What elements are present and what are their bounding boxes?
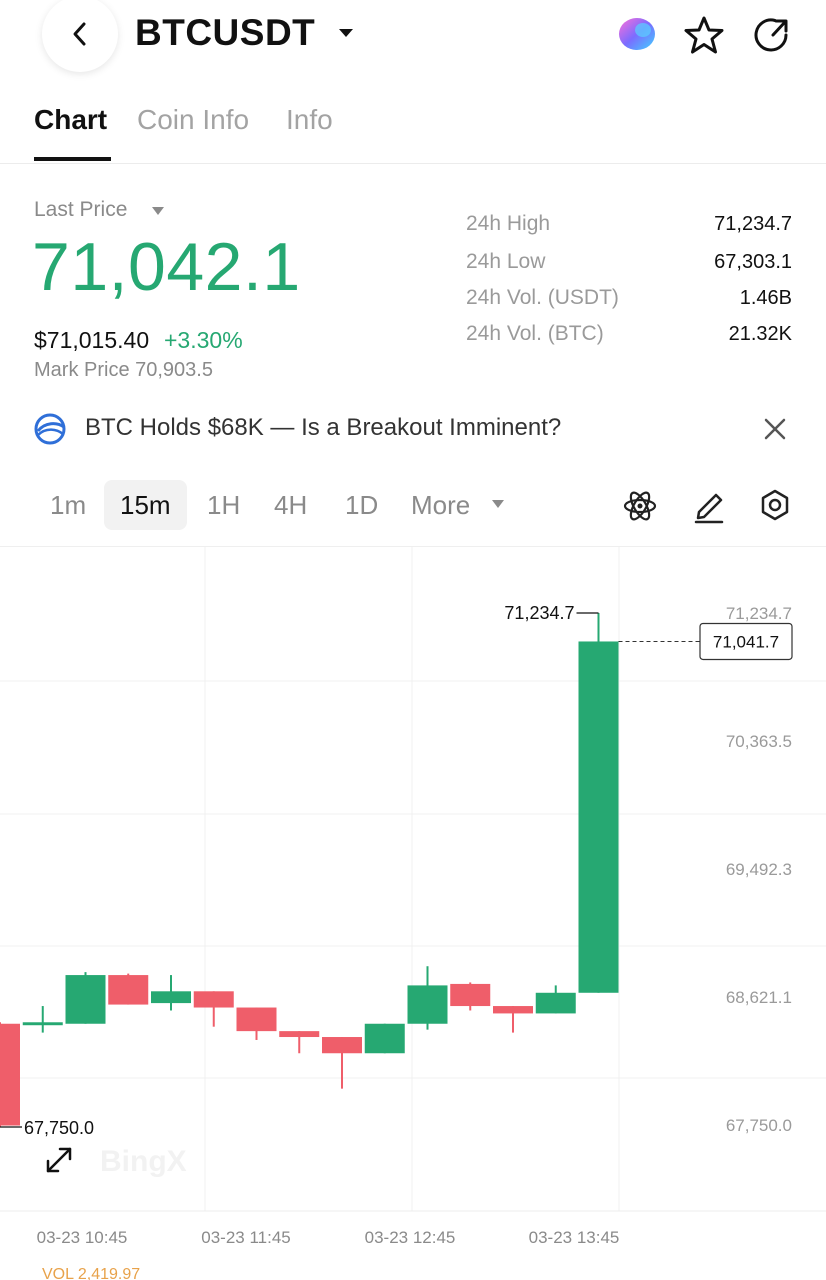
candle-down[interactable] xyxy=(108,975,149,1005)
y-tick-label: 69,492.3 xyxy=(726,860,792,879)
candle-down[interactable] xyxy=(193,991,234,1008)
close-icon[interactable] xyxy=(764,418,786,440)
x-tick-label: 03-23 11:45 xyxy=(201,1228,290,1247)
price-chart[interactable]: BingX 71,234.7 70,363.5 69,492.3 68,621.1 67,… xyxy=(0,546,826,1260)
current-price-box[interactable] xyxy=(699,622,793,661)
chevron-left-icon xyxy=(73,22,86,46)
tab-info[interactable]: Info xyxy=(286,104,333,135)
caret-down-icon[interactable] xyxy=(151,206,165,216)
stat-value-high: 71,234.7 xyxy=(714,213,792,235)
tab-coin-info[interactable]: Coin Info xyxy=(137,104,250,135)
candle-down[interactable] xyxy=(279,1031,320,1038)
candle-up[interactable] xyxy=(22,1022,63,1026)
fullscreen-icon[interactable] xyxy=(46,1147,72,1173)
draw-icon[interactable] xyxy=(692,488,726,524)
caret-down-icon[interactable] xyxy=(337,26,355,40)
news-headline[interactable]: BTC Holds $68K — Is a Breakout Imminent? xyxy=(85,414,562,441)
stat-label-low: 24h Low xyxy=(466,250,546,273)
x-tick-label: 03-23 12:45 xyxy=(365,1228,456,1247)
star-icon[interactable] xyxy=(684,15,724,55)
caret-down-icon[interactable] xyxy=(491,499,505,509)
settings-icon[interactable] xyxy=(758,488,792,524)
candlestick-chart[interactable]: BingX 71,234.7 70,363.5 69,492.3 68,621.1 67,… xyxy=(0,547,826,1261)
candle-down[interactable] xyxy=(493,1006,533,1014)
change-percent: +3.30% xyxy=(164,327,243,353)
indicator-icon[interactable] xyxy=(622,488,658,524)
interval-more[interactable]: More xyxy=(411,490,471,520)
ai-assistant-icon[interactable] xyxy=(617,16,657,52)
x-tick-label: 03-23 13:45 xyxy=(529,1228,620,1247)
x-tick-label: 03-23 10:45 xyxy=(37,1228,128,1247)
stat-label-vol-usdt: 24h Vol. (USDT) xyxy=(466,286,619,309)
usd-price: $71,015.40 xyxy=(34,327,150,353)
watermark-logo: BingX xyxy=(100,1145,187,1178)
last-price-label[interactable]: Last Price xyxy=(34,198,128,221)
candle-up[interactable] xyxy=(535,992,576,1014)
share-icon[interactable] xyxy=(752,15,792,55)
interval-1h[interactable]: 1H xyxy=(207,490,241,520)
stat-value-vol-btc: 21.32K xyxy=(728,323,792,345)
candle-up[interactable] xyxy=(151,991,191,1004)
pair-title[interactable]: BTCUSDT xyxy=(135,12,316,53)
high-marker-label: 71,234.7 xyxy=(504,603,574,623)
volume-label: VOL 2,419.97 xyxy=(42,1266,141,1280)
candle-up[interactable] xyxy=(407,985,448,1024)
y-tick-label: 71,234.7 xyxy=(726,604,792,623)
interval-1m[interactable]: 1m xyxy=(50,490,87,520)
stat-label-vol-btc: 24h Vol. (BTC) xyxy=(466,322,604,345)
candle-up[interactable] xyxy=(65,975,106,1024)
stat-label-high: 24h High xyxy=(466,212,551,235)
interval-4h[interactable]: 4H xyxy=(274,490,308,520)
mark-price: Mark Price 70,903.5 xyxy=(34,359,213,381)
stat-value-low: 67,303.1 xyxy=(714,251,792,273)
candle-down[interactable] xyxy=(0,1023,20,1126)
last-price: 71,042.1 xyxy=(32,229,301,305)
candle-up[interactable] xyxy=(578,641,619,993)
tab-bar: Chart Coin Info Info xyxy=(0,96,826,164)
candle-down[interactable] xyxy=(450,983,491,1007)
tab-chart[interactable]: Chart xyxy=(34,104,108,135)
y-tick-label: 68,621.1 xyxy=(726,988,792,1007)
current-price-label: 71,041.7 xyxy=(713,632,779,651)
candle-down[interactable] xyxy=(236,1007,277,1032)
stat-value-vol-usdt: 1.46B xyxy=(739,287,792,309)
interval-15m[interactable]: 15m xyxy=(104,480,187,530)
candle-up[interactable] xyxy=(364,1023,405,1054)
tab-active-indicator xyxy=(34,157,111,161)
interval-bar: 1m 15m 1H 4H 1D More xyxy=(0,478,826,534)
low-marker-label: 67,750.0 xyxy=(24,1118,94,1138)
y-tick-label: 70,363.5 xyxy=(726,732,792,751)
interval-1d[interactable]: 1D xyxy=(345,490,379,520)
header: BTCUSDT xyxy=(0,0,826,80)
y-tick-label: 67,750.0 xyxy=(726,1116,792,1135)
back-button[interactable] xyxy=(42,0,118,72)
candle-down[interactable] xyxy=(322,1037,362,1054)
news-logo-icon xyxy=(34,413,66,445)
